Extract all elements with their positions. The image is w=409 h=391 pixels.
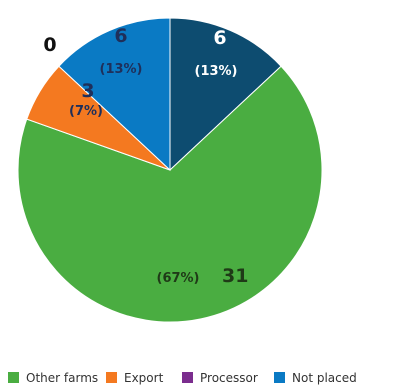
slice-count-label: 31	[222, 265, 248, 287]
legend-label: Not placed	[292, 371, 357, 385]
slice-percent-label: (7%)	[69, 104, 103, 119]
slice-count-label: 6	[213, 27, 226, 49]
slice-percent-label: (13%)	[100, 62, 143, 77]
pie-slices	[17, 17, 323, 323]
legend-swatch	[274, 372, 285, 383]
slice-percent-label: (13%)	[195, 64, 238, 79]
slice-count-label: 0	[43, 34, 56, 56]
pie-slice-other-farms	[17, 65, 323, 323]
slice-count-label: 6	[114, 25, 127, 47]
legend-swatch	[106, 372, 117, 383]
legend: Other farms Export Processor Not placed	[8, 371, 357, 385]
legend-swatch	[8, 372, 19, 383]
legend-label: Other farms	[26, 371, 98, 385]
slice-count-label: 3	[81, 80, 94, 102]
legend-swatch	[182, 372, 193, 383]
pie-labels: 31 (67%) 3 (7%) 0 6 (13%) 6 (13%)	[43, 25, 248, 287]
pie-slice-not-placed	[58, 17, 171, 172]
legend-label: Export	[124, 371, 164, 385]
pie-slice-series-4	[169, 17, 282, 172]
legend-label: Processor	[200, 371, 258, 385]
slice-percent-label: (67%)	[157, 271, 200, 286]
